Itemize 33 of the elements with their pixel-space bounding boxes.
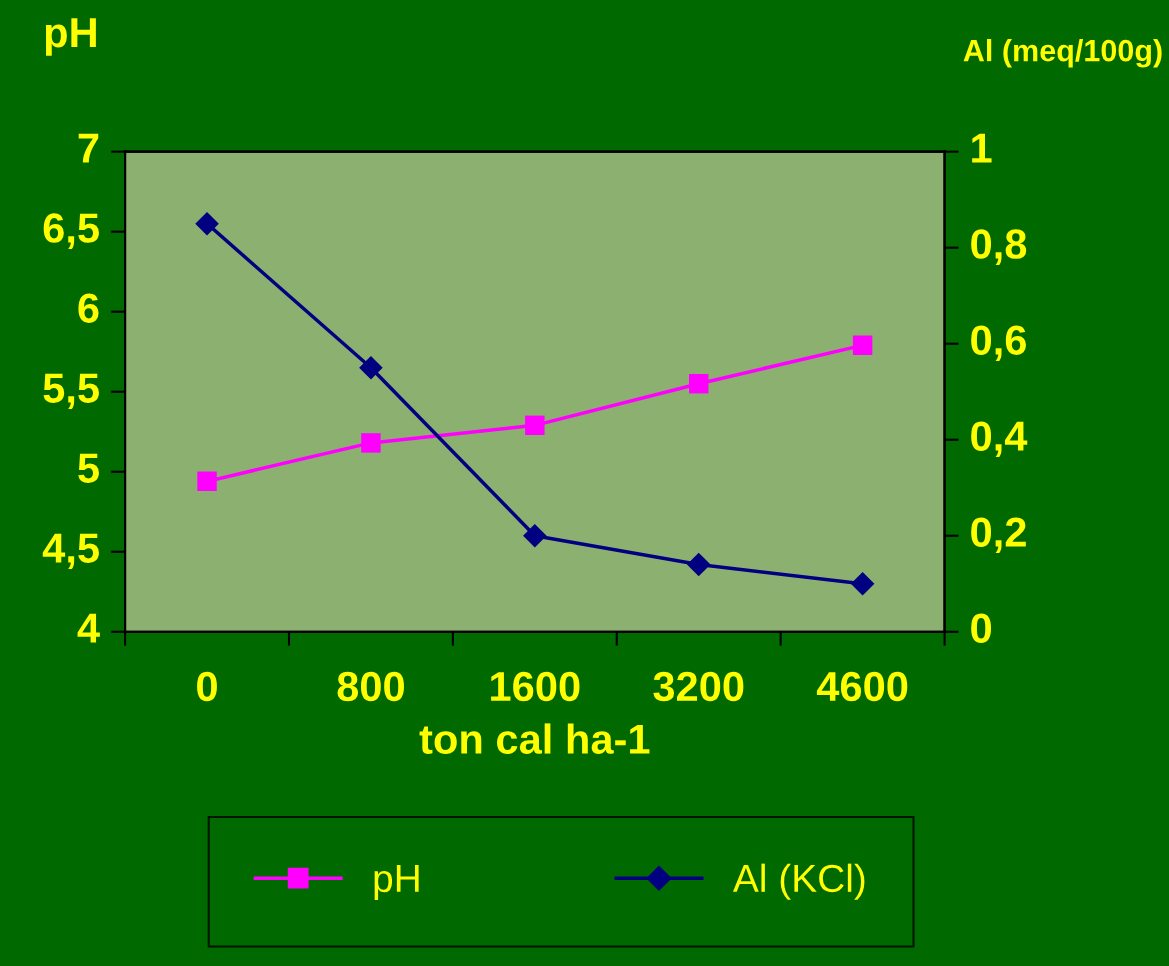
y2-tick-label: 0,4: [971, 421, 1028, 457]
y2-tick-label: 0: [971, 613, 992, 643]
point: [525, 415, 545, 436]
point: [688, 373, 709, 394]
x-tick-label: 4600: [816, 671, 908, 702]
y-tick-label: 5: [78, 453, 99, 483]
x-tick-label: 800: [337, 671, 404, 702]
y-tick-label: 5,5: [43, 373, 99, 409]
x-tick-label: 3200: [653, 671, 744, 702]
y2-tick-label: 0,8: [971, 229, 1027, 265]
y2-tick-label: 1: [972, 133, 992, 163]
x-tick-label: 0: [197, 671, 217, 702]
point: [197, 471, 217, 492]
x-axis-title: ton cal ha-1: [419, 723, 650, 754]
y2-axis-title: Al (meq/100g): [963, 39, 1162, 68]
x-tick-label: 1600: [491, 671, 580, 702]
point: [361, 433, 381, 453]
point: [852, 335, 873, 356]
y-tick-label: 6: [78, 293, 99, 323]
point: [523, 523, 547, 548]
point: [686, 552, 711, 577]
point: [850, 571, 875, 596]
legend-label: pH: [374, 865, 419, 900]
y-tick-label: 7: [78, 133, 99, 163]
point: [195, 211, 219, 236]
y2-tick-label: 0,2: [971, 517, 1026, 553]
point: [359, 355, 383, 380]
y-tick-label: 4: [77, 613, 100, 643]
y-tick-label: 6,5: [43, 213, 99, 249]
y-tick-label: 4,5: [42, 533, 99, 569]
y2-tick-label: 0,6: [971, 325, 1026, 361]
legend-label: Al (KCl): [732, 863, 865, 900]
y-axis-title: pH: [45, 18, 96, 56]
